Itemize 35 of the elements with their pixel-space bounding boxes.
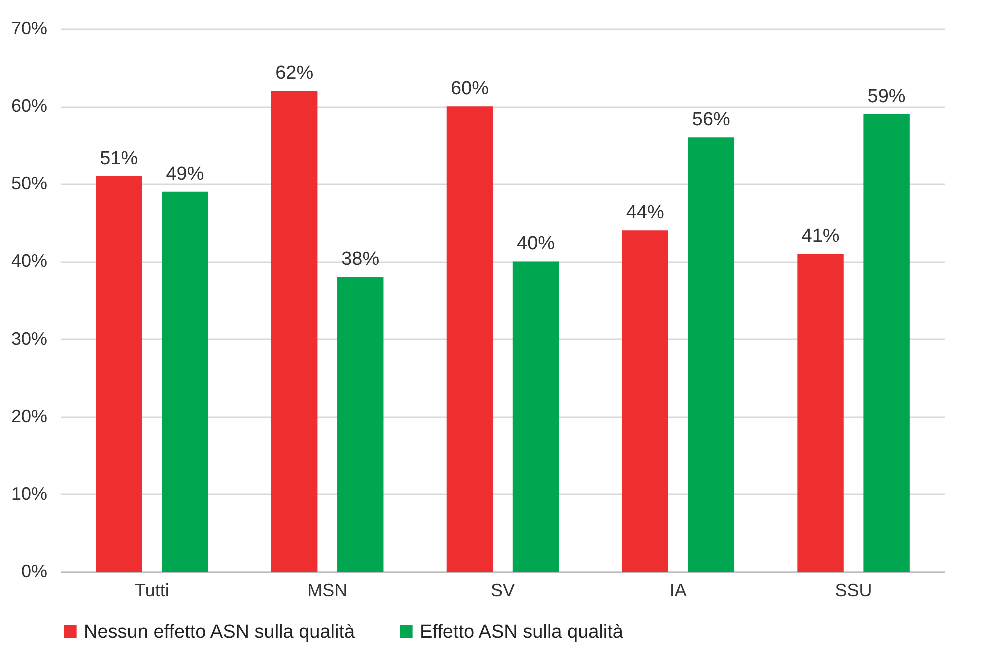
bar xyxy=(688,138,735,572)
data-label: 51% xyxy=(100,148,138,170)
data-label: 56% xyxy=(692,110,731,131)
bar xyxy=(271,91,318,572)
y-tick-label: 20% xyxy=(11,406,48,426)
bar xyxy=(622,230,668,572)
y-tick-label: 60% xyxy=(11,96,48,116)
y-tick-label: 10% xyxy=(11,484,48,504)
bar xyxy=(512,262,560,572)
x-tick-label: SSU xyxy=(835,580,872,600)
data-label: 59% xyxy=(868,86,906,108)
data-label: 44% xyxy=(626,202,664,224)
data-label: 49% xyxy=(166,164,204,185)
legend-label: Effetto ASN sulla qualità xyxy=(420,622,624,643)
y-tick-label: 40% xyxy=(11,251,48,272)
bar xyxy=(162,192,208,572)
x-tick-label: Tutti xyxy=(135,580,170,600)
data-label: 40% xyxy=(517,234,556,255)
bar xyxy=(96,176,142,572)
y-tick-label: 30% xyxy=(11,328,48,349)
x-tick-label: IA xyxy=(670,580,687,600)
x-tick-label: SV xyxy=(490,580,516,600)
bar xyxy=(864,114,910,572)
y-tick-label: 0% xyxy=(21,562,48,582)
data-label: 60% xyxy=(450,78,490,100)
data-label: 62% xyxy=(276,63,314,84)
y-tick-label: 50% xyxy=(11,174,48,194)
bar xyxy=(798,254,844,572)
bar xyxy=(338,277,384,572)
bar xyxy=(446,106,494,572)
data-label: 38% xyxy=(342,249,380,270)
x-tick-label: MSN xyxy=(308,580,348,600)
y-tick-label: 70% xyxy=(11,18,48,38)
legend-label: Nessun effetto ASN sulla qualità xyxy=(84,622,356,643)
data-label: 41% xyxy=(802,226,840,247)
